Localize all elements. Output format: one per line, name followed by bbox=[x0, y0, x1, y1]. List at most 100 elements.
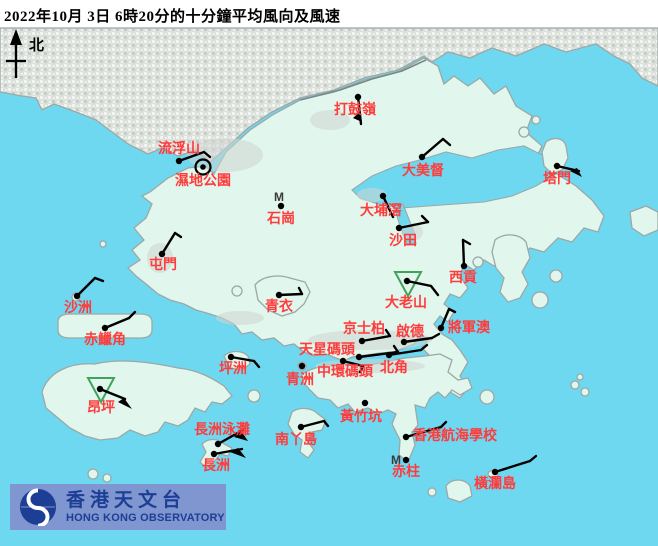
wind-barb-line bbox=[404, 425, 443, 439]
station-label: 天星碼頭 bbox=[299, 342, 356, 358]
wind-barb-line bbox=[360, 334, 392, 343]
urban-fanling bbox=[310, 110, 350, 130]
urban-tsuen-wan bbox=[216, 311, 264, 325]
wind-barb-line bbox=[461, 238, 472, 246]
wind-barb-line bbox=[160, 231, 177, 256]
urban-yuen-long bbox=[187, 138, 263, 172]
station-stanley: M赤柱 bbox=[391, 453, 420, 480]
station-dot bbox=[297, 423, 305, 431]
station-cheung-chau-beach: 長洲泳灘 bbox=[194, 421, 250, 448]
wind-barb-line bbox=[419, 343, 429, 352]
station-kai-tak: 啟德 bbox=[396, 323, 441, 346]
wind-barb-line bbox=[392, 344, 400, 354]
station-dot bbox=[491, 468, 499, 476]
wind-barb-line bbox=[430, 332, 441, 340]
station-label: 石崗 bbox=[266, 210, 295, 227]
station-dot bbox=[277, 202, 285, 210]
station-dot bbox=[73, 292, 81, 300]
beaufort-island bbox=[427, 487, 437, 497]
wind-barb-line bbox=[297, 286, 304, 296]
station-dot bbox=[437, 324, 445, 332]
station-label: 赤鱲角 bbox=[84, 331, 126, 348]
wind-barb-line bbox=[341, 359, 365, 368]
station-north-point: 北角 bbox=[380, 343, 429, 376]
bluff-island bbox=[549, 269, 563, 283]
lamma-island-shape bbox=[287, 407, 327, 459]
station-dot bbox=[553, 162, 561, 170]
ninepin-island-3 bbox=[576, 373, 584, 381]
station-tates-cairn: 大老山 bbox=[385, 271, 440, 311]
station-dot bbox=[96, 385, 104, 393]
logo-name-english: HONG KONG OBSERVATORY bbox=[66, 511, 225, 524]
crescent-island bbox=[531, 115, 541, 125]
station-wetland-park: 濕地公園 bbox=[175, 158, 231, 189]
wind-barb-line bbox=[493, 459, 532, 474]
station-label: 青洲 bbox=[286, 371, 314, 388]
station-tai-po-kau: 大埔滘 bbox=[360, 192, 402, 219]
station-dot bbox=[275, 291, 283, 299]
station-label: 北角 bbox=[380, 359, 408, 376]
station-tsing-yi: 青衣 bbox=[265, 286, 304, 315]
station-dot bbox=[402, 456, 410, 464]
station-star-ferry: 天星碼頭 bbox=[299, 342, 400, 361]
map-title: 2022年10月 3日 6時20分的十分鐘平均風向及風速 bbox=[4, 9, 341, 25]
hko-logo-bar[interactable]: 香港天文台 HONG KONG OBSERVATORY bbox=[10, 484, 226, 530]
station-dot bbox=[460, 262, 468, 270]
kau-sai-chau-island bbox=[491, 234, 531, 303]
station-label: 京士柏 bbox=[343, 320, 385, 337]
station-tseung-kwan-o: 將軍澳 bbox=[437, 307, 491, 336]
station-dot bbox=[355, 353, 363, 361]
station-label: 坪洲 bbox=[219, 361, 247, 377]
wind-barb-line bbox=[216, 428, 245, 446]
ninepin-island-1 bbox=[570, 380, 580, 390]
station-label: 中環碼頭 bbox=[317, 363, 374, 380]
tung-ping-chau-island bbox=[629, 205, 658, 237]
wind-barb-flag bbox=[570, 168, 582, 177]
wind-barb-line bbox=[277, 292, 304, 297]
station-label: 濕地公園 bbox=[175, 172, 231, 189]
wind-barb-line bbox=[439, 307, 451, 330]
station-label: 赤柱 bbox=[392, 463, 420, 480]
station-label: 流浮山 bbox=[158, 140, 200, 157]
wind-barb-line bbox=[98, 387, 127, 401]
station-dot bbox=[214, 440, 222, 448]
station-dot bbox=[361, 399, 369, 407]
summit-triangle-icon bbox=[393, 271, 423, 299]
station-dot bbox=[158, 250, 166, 258]
wind-barb-line bbox=[528, 454, 538, 463]
station-dot bbox=[339, 357, 347, 365]
wind-barb-line bbox=[358, 364, 365, 374]
wind-barb-line bbox=[381, 194, 395, 219]
station-sha-chau: 沙洲 bbox=[64, 276, 105, 316]
station-label: 沙洲 bbox=[64, 300, 92, 316]
station-label: 塔門 bbox=[543, 170, 571, 187]
station-sea-school: 香港航海學校 bbox=[402, 420, 498, 444]
calm-ring-icon bbox=[194, 158, 212, 176]
wind-barb-flag bbox=[230, 448, 246, 458]
shenzhen-land bbox=[0, 27, 658, 163]
station-label: 大埔滘 bbox=[360, 202, 402, 219]
jin-island bbox=[531, 291, 549, 309]
station-label: 啟德 bbox=[396, 323, 424, 340]
station-dot bbox=[227, 353, 235, 361]
border-line bbox=[299, 59, 427, 101]
station-peng-chau: 坪洲 bbox=[219, 353, 261, 377]
station-label: 將軍澳 bbox=[448, 319, 491, 336]
shelter-island bbox=[472, 256, 484, 268]
wind-barb-line bbox=[402, 336, 434, 344]
po-toi-island bbox=[445, 479, 473, 503]
station-label: 香港航海學校 bbox=[412, 427, 498, 444]
crooked-island bbox=[518, 126, 530, 138]
station-dot bbox=[175, 157, 183, 165]
station-tap-mun: 塔門 bbox=[543, 162, 582, 187]
station-dot bbox=[358, 337, 366, 345]
soko-island-2 bbox=[102, 473, 112, 483]
urban-tuen-mun bbox=[147, 243, 173, 273]
wind-barb-line bbox=[252, 359, 261, 369]
calm-center-dot bbox=[200, 164, 206, 170]
station-sha-tin: 沙田 bbox=[389, 214, 430, 249]
tung-lung-island bbox=[479, 389, 495, 405]
station-label: 昂坪 bbox=[87, 400, 115, 416]
